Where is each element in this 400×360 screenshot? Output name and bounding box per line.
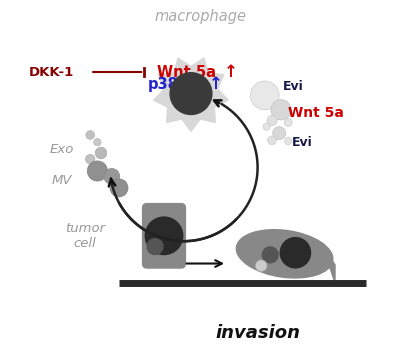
Text: Evi: Evi (292, 136, 312, 149)
Circle shape (280, 238, 310, 268)
Circle shape (268, 136, 276, 145)
Circle shape (86, 131, 94, 139)
Text: p38: p38 (148, 77, 179, 92)
Text: macrophage: macrophage (154, 9, 246, 24)
Circle shape (86, 154, 95, 164)
Text: ↑: ↑ (224, 63, 238, 81)
Circle shape (284, 118, 292, 126)
Text: tumor
cell: tumor cell (65, 222, 105, 250)
Text: ↑: ↑ (209, 75, 223, 93)
Circle shape (262, 247, 278, 263)
Text: Evi: Evi (283, 80, 304, 93)
Text: Wnt 5a: Wnt 5a (288, 107, 344, 120)
Ellipse shape (236, 230, 333, 278)
Circle shape (256, 260, 267, 271)
Circle shape (273, 127, 286, 140)
Circle shape (145, 217, 183, 255)
Circle shape (271, 100, 291, 120)
Circle shape (284, 138, 292, 145)
Circle shape (110, 179, 128, 197)
Circle shape (267, 116, 277, 126)
Circle shape (95, 147, 107, 159)
Text: Exo: Exo (49, 143, 74, 156)
Text: invasion: invasion (215, 324, 300, 342)
Circle shape (170, 73, 212, 114)
Circle shape (94, 139, 101, 146)
Circle shape (87, 161, 108, 181)
Circle shape (250, 81, 279, 110)
Text: Wnt 5a: Wnt 5a (157, 64, 216, 80)
Circle shape (263, 123, 270, 130)
Circle shape (104, 168, 120, 184)
Circle shape (147, 239, 163, 255)
Polygon shape (154, 58, 228, 131)
Text: MV: MV (51, 174, 72, 187)
Polygon shape (324, 250, 335, 283)
Text: DKK-1: DKK-1 (29, 66, 74, 78)
FancyBboxPatch shape (142, 204, 186, 268)
